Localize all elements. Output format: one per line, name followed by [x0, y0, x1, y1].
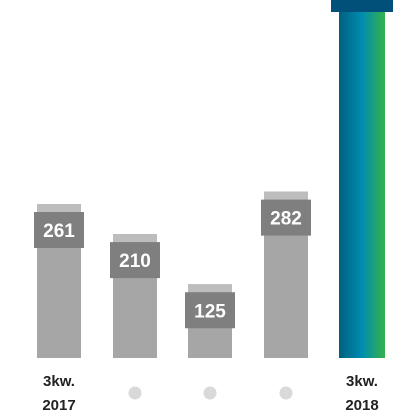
x-tick-label: 3kw. [43, 373, 75, 390]
value-label: 261 [43, 221, 75, 242]
value-label: 282 [270, 209, 302, 230]
bar-highlight-cap [331, 0, 393, 12]
bar-top [113, 234, 157, 243]
bar-top [264, 191, 308, 200]
value-label-box [261, 199, 311, 236]
x-tick-label: 3kw. [346, 373, 378, 390]
value-label: 125 [194, 301, 226, 322]
bar-top [188, 284, 232, 293]
value-label-box [110, 242, 160, 279]
bar-highlight [339, 0, 385, 358]
x-tick-label: 2017 [42, 397, 75, 414]
value-label: 210 [119, 251, 151, 272]
value-label-box [34, 212, 84, 249]
x-tick-dot [128, 386, 142, 400]
x-tick-dot [203, 386, 217, 400]
x-tick-label: 2018 [345, 397, 378, 414]
value-label-box [185, 292, 235, 329]
bar-top [37, 204, 81, 213]
x-tick-dot [279, 386, 293, 400]
